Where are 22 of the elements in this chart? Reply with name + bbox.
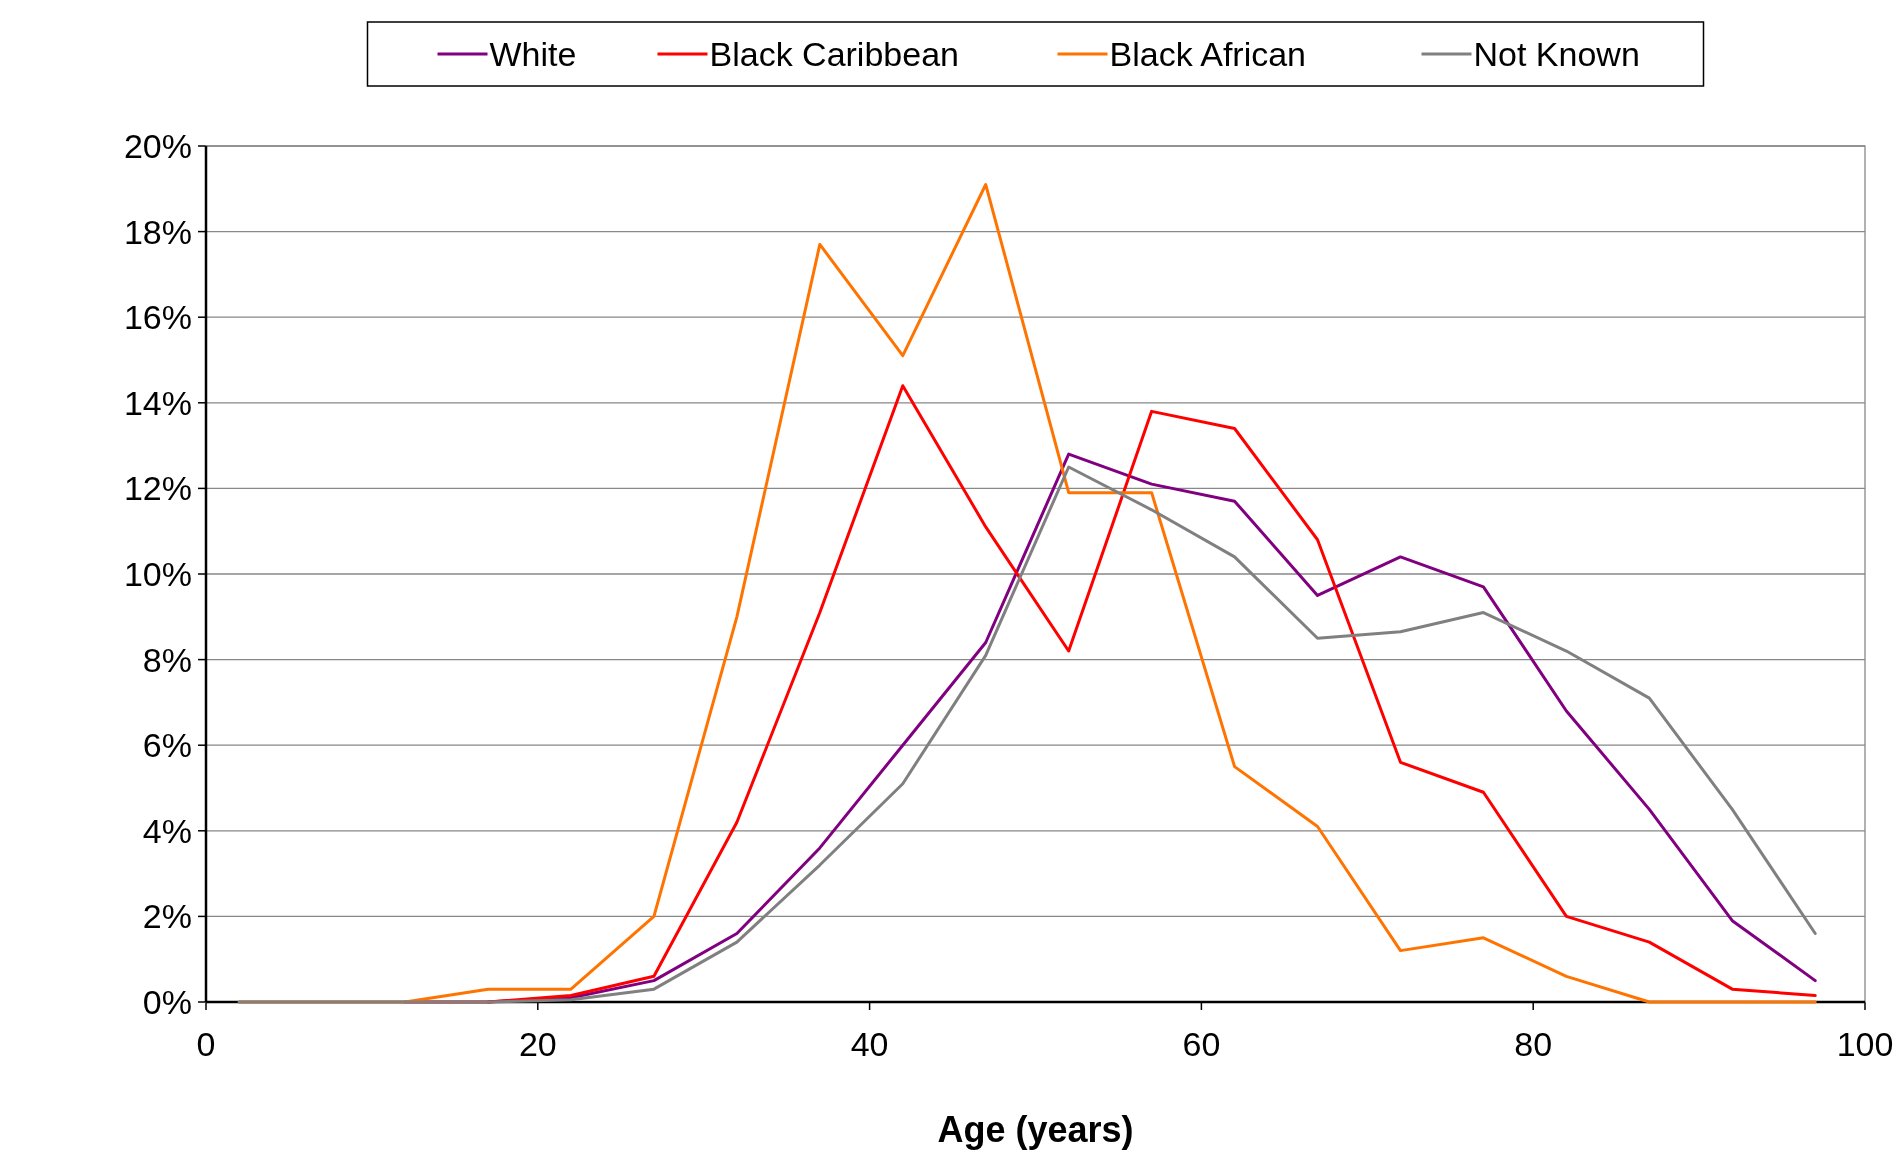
y-tick-label: 14% (123, 383, 192, 422)
y-tick-label: 18% (123, 212, 192, 251)
y-tick-label: 4% (142, 811, 192, 850)
x-tick-label: 20 (518, 1025, 557, 1063)
legend-label: Black African (1109, 34, 1307, 73)
y-tick-label: 2% (142, 897, 192, 936)
x-tick-label: 60 (1182, 1025, 1221, 1063)
y-tick-label: 8% (142, 640, 192, 679)
y-tick-label: 0% (142, 982, 192, 1021)
x-tick-label: 0 (196, 1025, 216, 1063)
y-tick-label: 16% (123, 298, 192, 337)
x-tick-label: 100 (1836, 1025, 1894, 1063)
y-tick-label: 10% (123, 554, 192, 593)
legend-label: Not Known (1473, 34, 1640, 73)
legend-label: Black Caribbean (709, 34, 959, 73)
legend-label: White (489, 34, 577, 73)
y-tick-label: 12% (123, 469, 192, 508)
x-tick-label: 40 (850, 1025, 889, 1063)
y-tick-label: 20% (123, 126, 192, 165)
x-tick-label: 80 (1514, 1025, 1553, 1063)
x-axis-title: Age (years) (937, 1109, 1134, 1150)
y-tick-label: 6% (142, 726, 192, 765)
